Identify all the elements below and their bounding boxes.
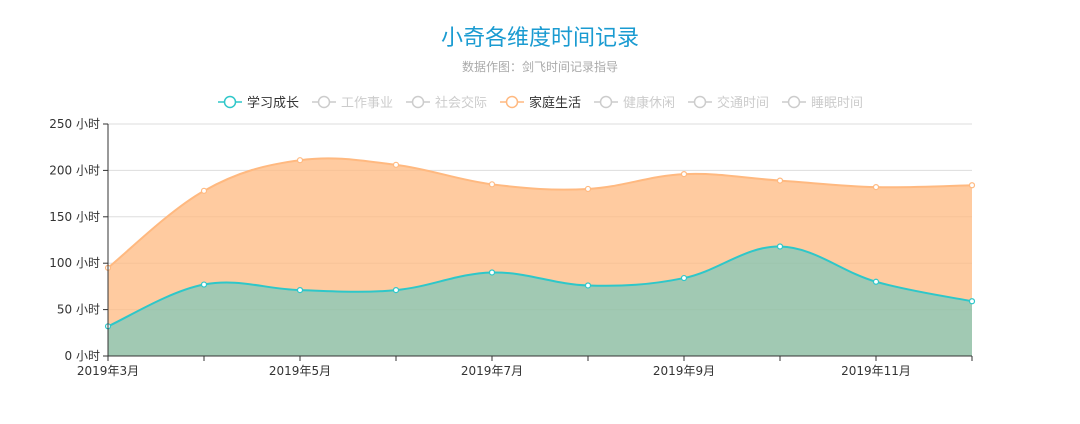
data-point-study (584, 282, 592, 289)
legend-item[interactable]: 工作事业 (311, 92, 393, 111)
legend-marker-icon (217, 95, 242, 108)
data-point-study (296, 287, 304, 294)
legend-marker-icon (405, 95, 430, 108)
y-tick-label: 250 小时 (49, 117, 100, 131)
data-point-family (872, 184, 880, 191)
legend-item[interactable]: 健康休闲 (593, 92, 675, 111)
legend-item[interactable]: 家庭生活 (499, 92, 581, 111)
data-point-family (584, 185, 592, 193)
data-point-family (680, 171, 688, 178)
legend-label: 交通时间 (717, 96, 770, 111)
legend-marker-icon (688, 95, 713, 108)
chart-title: 小奇各维度时间记录 (440, 26, 639, 51)
y-tick-label: 0 小时 (65, 349, 100, 363)
legend-marker-icon (311, 95, 336, 108)
legend-item[interactable]: 学习成长 (217, 92, 299, 111)
legend-item[interactable]: 交通时间 (687, 92, 769, 111)
x-tick-label: 2019年3月 (77, 364, 139, 378)
y-tick-label: 150 小时 (49, 210, 100, 224)
data-point-family (488, 181, 496, 188)
legend-label: 健康休闲 (623, 96, 676, 111)
x-tick-label: 2019年11月 (841, 364, 911, 378)
legend-item[interactable]: 睡眠时间 (781, 92, 863, 111)
y-tick-label: 100 小时 (49, 256, 100, 270)
series-area-family (108, 158, 972, 356)
data-point-study (200, 281, 208, 288)
data-point-study (680, 274, 688, 282)
data-point-family (776, 177, 784, 184)
data-point-family (968, 182, 976, 189)
data-point-family (296, 157, 304, 164)
legend-marker-icon (594, 95, 618, 108)
legend-item[interactable]: 社会交际 (405, 92, 487, 111)
data-point-study (488, 269, 496, 276)
legend-label: 家庭生活 (528, 96, 581, 111)
data-point-family (392, 161, 400, 168)
y-tick-label: 50 小时 (57, 303, 100, 317)
legend-label: 工作事业 (340, 96, 393, 111)
data-point-family (200, 187, 208, 194)
y-tick-label: 200 小时 (49, 163, 100, 177)
x-tick-label: 2019年7月 (461, 364, 523, 378)
data-point-study (392, 287, 400, 294)
series-area-study (108, 246, 972, 356)
series-line-study (107, 245, 973, 328)
legend-label: 社会交际 (434, 96, 487, 111)
legend: 学习成长 工作事业 社会交际 家庭生活 健康休闲 交通时间 睡眠时间 (0, 92, 1080, 111)
data-point-study (872, 278, 880, 285)
x-tick-label: 2019年5月 (269, 364, 331, 378)
legend-label: 睡眠时间 (811, 96, 864, 111)
data-point-study (968, 298, 976, 305)
legend-label: 学习成长 (246, 96, 299, 111)
legend-marker-icon (782, 95, 807, 108)
x-tick-label: 2019年9月 (653, 364, 715, 378)
series-line-family (107, 157, 973, 269)
chart-subtitle: 数据作图：剑飞时间记录指导 (461, 60, 618, 74)
data-point-study (776, 243, 784, 250)
legend-marker-icon (499, 95, 524, 108)
